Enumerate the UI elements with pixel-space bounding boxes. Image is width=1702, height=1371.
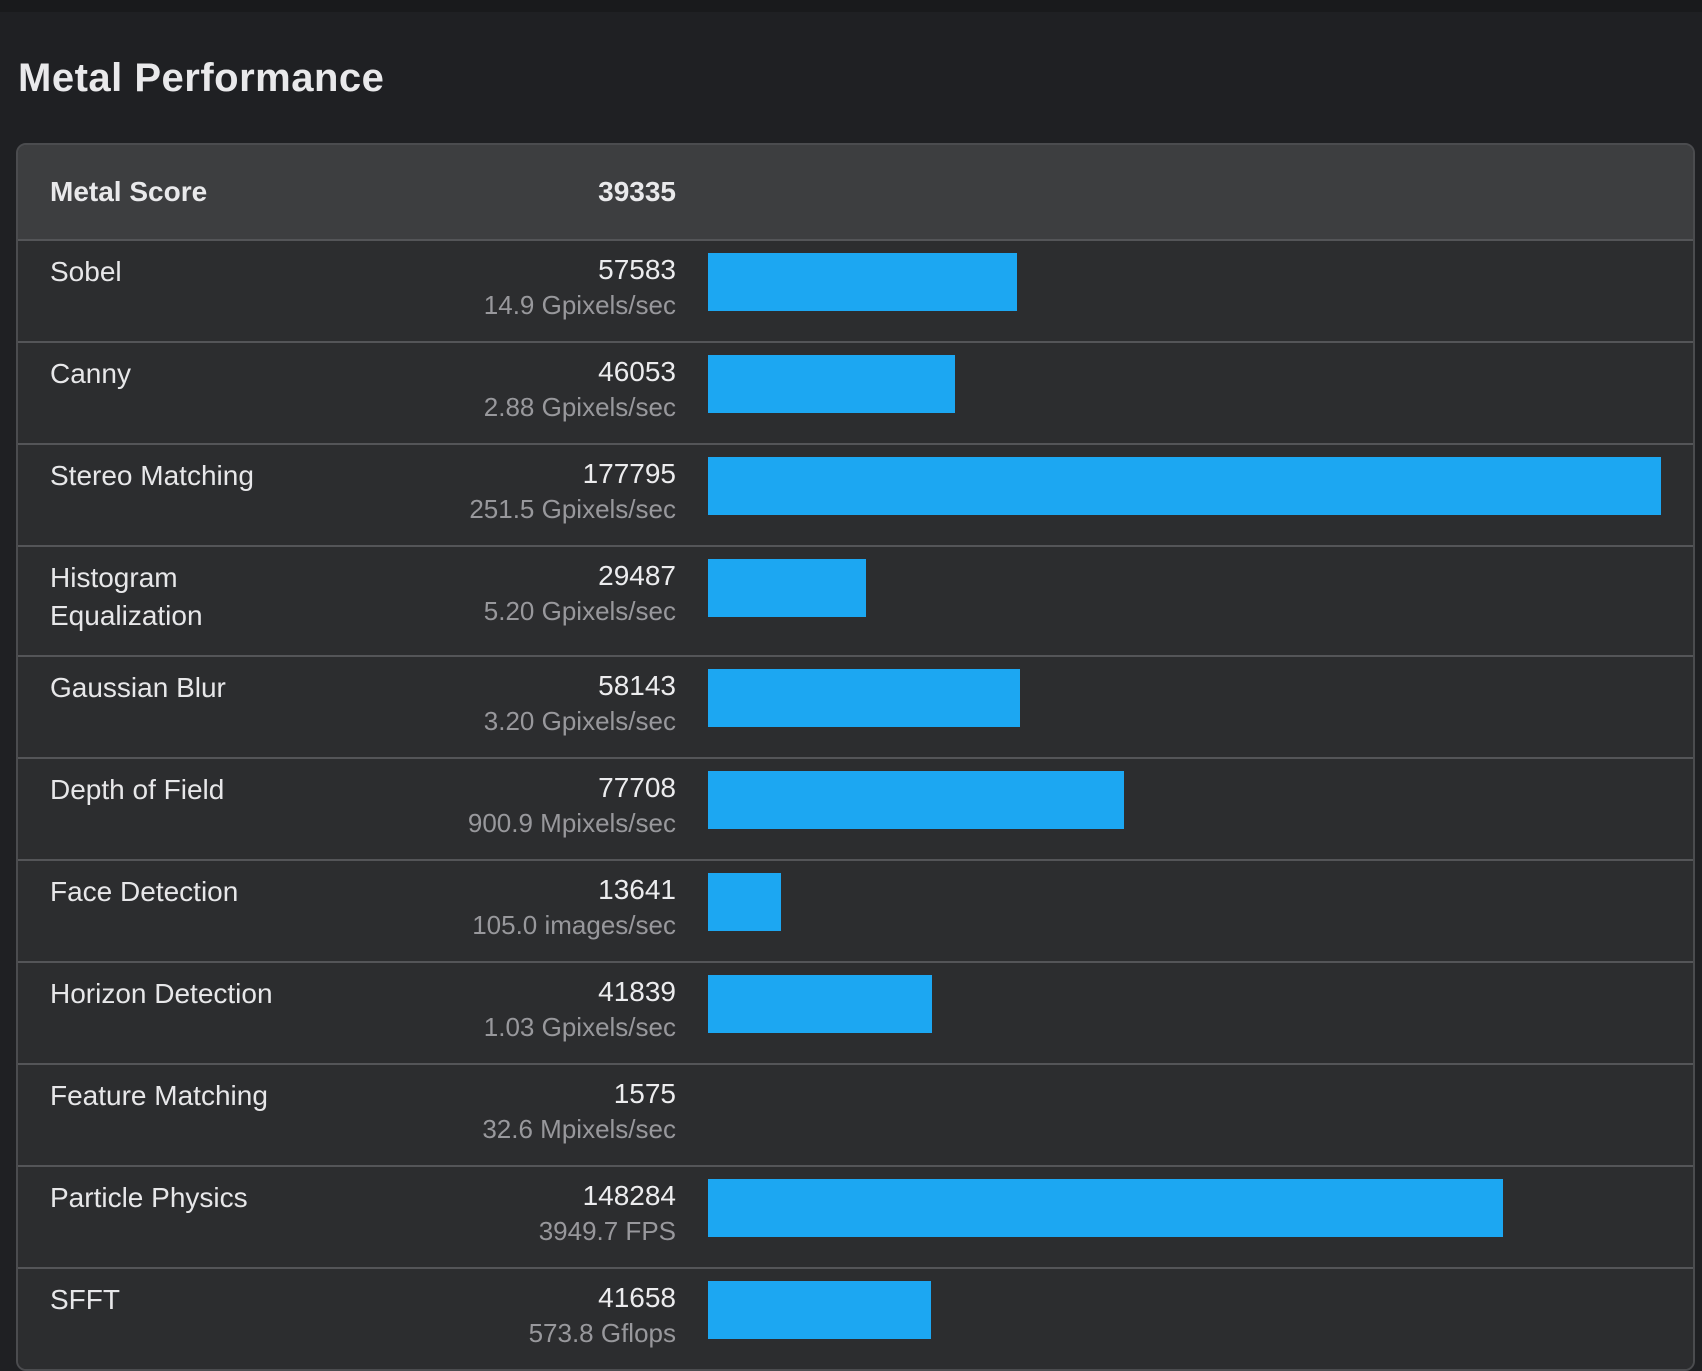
benchmark-score: 13641	[598, 874, 676, 905]
benchmark-score: 41658	[598, 1282, 676, 1313]
benchmark-row: Horizon Detection 41839 1.03 Gpixels/sec	[18, 961, 1693, 1063]
benchmark-values: 41658 573.8 Gflops	[310, 1279, 676, 1349]
score-bar	[708, 975, 932, 1033]
benchmark-values: 148284 3949.7 FPS	[310, 1177, 676, 1247]
benchmark-values: 46053 2.88 Gpixels/sec	[310, 353, 676, 423]
score-bar	[708, 355, 955, 413]
benchmark-values: 13641 105.0 images/sec	[310, 871, 676, 941]
benchmark-score: 29487	[598, 560, 676, 591]
benchmark-row: SFFT 41658 573.8 Gflops	[18, 1267, 1693, 1369]
benchmark-score: 41839	[598, 976, 676, 1007]
benchmark-rate: 251.5 Gpixels/sec	[469, 494, 676, 524]
score-bar	[708, 669, 1020, 727]
overall-score-label: Metal Score	[50, 176, 208, 207]
benchmark-row: Histogram Equalization 29487 5.20 Gpixel…	[18, 545, 1693, 655]
benchmark-score: 177795	[582, 458, 676, 489]
benchmark-row: Feature Matching 1575 32.6 Mpixels/sec	[18, 1063, 1693, 1165]
score-bar	[708, 873, 782, 931]
score-bar	[708, 253, 1017, 311]
benchmark-label: Feature Matching	[50, 1080, 268, 1111]
benchmark-rate: 14.9 Gpixels/sec	[483, 290, 676, 320]
benchmark-label: Gaussian Blur	[50, 672, 226, 703]
benchmark-label: Stereo Matching	[50, 460, 254, 491]
score-bar	[708, 771, 1125, 829]
score-bar-area	[708, 455, 1661, 515]
benchmark-rate: 32.6 Mpixels/sec	[482, 1114, 676, 1144]
score-bar	[708, 559, 867, 617]
benchmark-row: Sobel 57583 14.9 Gpixels/sec	[18, 239, 1693, 341]
benchmark-values: 77708 900.9 Mpixels/sec	[310, 769, 676, 839]
top-divider-strip	[0, 0, 1702, 12]
benchmark-row: Depth of Field 77708 900.9 Mpixels/sec	[18, 757, 1693, 859]
benchmark-label: Particle Physics	[50, 1182, 248, 1213]
score-bar-area	[708, 1177, 1661, 1237]
score-bar-area	[708, 1075, 1661, 1077]
benchmark-label: SFFT	[50, 1284, 120, 1315]
benchmark-rate: 573.8 Gflops	[528, 1318, 676, 1348]
score-bar-area	[708, 973, 1661, 1033]
benchmark-rate: 3949.7 FPS	[538, 1216, 676, 1246]
benchmark-score: 46053	[598, 356, 676, 387]
benchmark-values: 177795 251.5 Gpixels/sec	[310, 455, 676, 525]
benchmark-rate: 105.0 images/sec	[472, 910, 676, 940]
benchmark-score: 58143	[598, 670, 676, 701]
benchmark-rate: 2.88 Gpixels/sec	[483, 392, 676, 422]
benchmark-values: 58143 3.20 Gpixels/sec	[310, 667, 676, 737]
benchmark-row: Particle Physics 148284 3949.7 FPS	[18, 1165, 1693, 1267]
benchmark-row: Stereo Matching 177795 251.5 Gpixels/sec	[18, 443, 1693, 545]
page-title: Metal Performance	[18, 56, 385, 100]
benchmark-rate: 3.20 Gpixels/sec	[483, 706, 676, 736]
benchmark-score: 77708	[598, 772, 676, 803]
overall-score-value: 39335	[598, 176, 676, 207]
table-header-row: Metal Score 39335	[18, 145, 1693, 239]
score-bar	[708, 1281, 931, 1339]
benchmark-label: Canny	[50, 358, 131, 389]
benchmark-score: 57583	[598, 254, 676, 285]
benchmark-row: Canny 46053 2.88 Gpixels/sec	[18, 341, 1693, 443]
benchmark-score: 148284	[582, 1180, 676, 1211]
benchmark-values: 57583 14.9 Gpixels/sec	[310, 251, 676, 321]
score-bar-area	[708, 871, 1661, 931]
score-bar-area	[708, 769, 1661, 829]
benchmark-results-table: Metal Score 39335 Sobel 57583 14.9 Gpixe…	[16, 143, 1695, 1371]
benchmark-values: 41839 1.03 Gpixels/sec	[310, 973, 676, 1043]
benchmark-values: 29487 5.20 Gpixels/sec	[310, 557, 676, 627]
benchmark-label: Face Detection	[50, 876, 239, 907]
benchmark-rows: Sobel 57583 14.9 Gpixels/sec Canny 46053…	[18, 239, 1693, 1369]
benchmark-values: 1575 32.6 Mpixels/sec	[310, 1075, 676, 1145]
benchmark-label: Horizon Detection	[50, 978, 273, 1009]
benchmark-score: 1575	[613, 1078, 676, 1109]
score-bar	[708, 1179, 1503, 1237]
benchmark-label: Depth of Field	[50, 774, 225, 805]
benchmark-rate: 1.03 Gpixels/sec	[483, 1012, 676, 1042]
score-bar	[708, 457, 1661, 515]
score-bar-area	[708, 251, 1661, 311]
score-bar-area	[708, 557, 1661, 617]
benchmark-rate: 900.9 Mpixels/sec	[467, 808, 676, 838]
benchmark-label: Histogram Equalization	[50, 562, 203, 631]
benchmark-rate: 5.20 Gpixels/sec	[483, 596, 676, 626]
benchmark-label: Sobel	[50, 256, 122, 287]
benchmark-row: Gaussian Blur 58143 3.20 Gpixels/sec	[18, 655, 1693, 757]
score-bar-area	[708, 353, 1661, 413]
score-bar-area	[708, 667, 1661, 727]
benchmark-row: Face Detection 13641 105.0 images/sec	[18, 859, 1693, 961]
score-bar-area	[708, 1279, 1661, 1339]
